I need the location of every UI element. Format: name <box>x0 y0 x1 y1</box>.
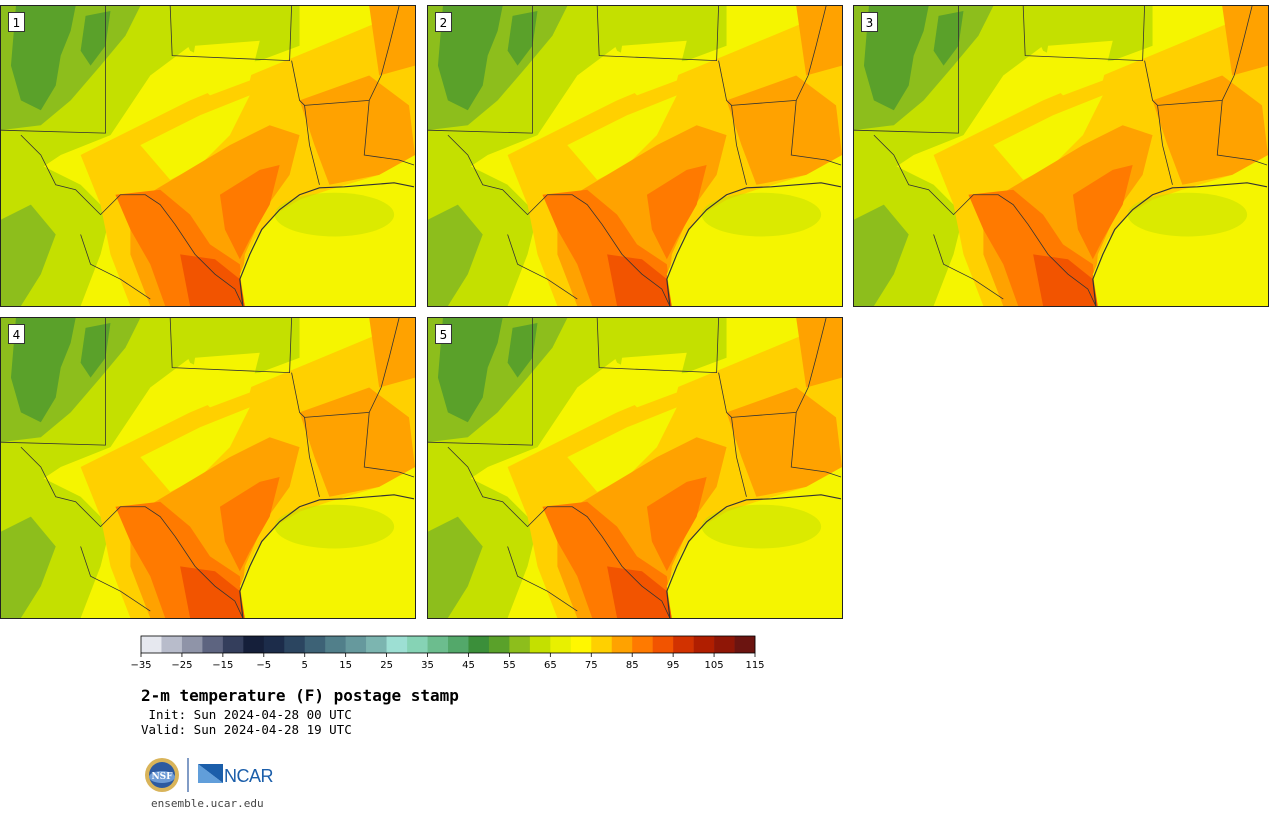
colorbar-swatch <box>202 636 224 653</box>
colorbar-swatch <box>448 636 469 653</box>
colorbar-swatch <box>652 636 674 653</box>
colorbar-tick-label: 35 <box>421 660 434 671</box>
colorbar-swatch <box>386 636 408 653</box>
colorbar-tick-label: −15 <box>212 660 233 671</box>
colorbar-frame <box>140 635 756 654</box>
init-time: Init: Sun 2024-04-28 00 UTC <box>141 707 352 722</box>
temperature-map <box>854 6 1268 306</box>
colorbar-tick-label: 55 <box>503 660 516 671</box>
colorbar-swatch <box>693 636 715 653</box>
temperature-map <box>1 318 415 618</box>
colorbar-swatch <box>673 636 694 653</box>
colorbar-swatch <box>263 636 285 653</box>
colorbar-tick-label: −35 <box>130 660 151 671</box>
nsf-ncar-logos: NSF NCAR <box>145 758 274 792</box>
colorbar-tick-label: 25 <box>380 660 393 671</box>
panel-number-label: 3 <box>861 12 878 32</box>
panel-number-label: 2 <box>435 12 452 32</box>
colorbar-swatch <box>714 636 735 653</box>
map-panel-1: 1 <box>0 5 416 307</box>
colorbar-swatch <box>345 636 367 653</box>
colorbar-swatch <box>468 636 490 653</box>
colorbar-swatch <box>427 636 449 653</box>
colorbar-tick-label: 85 <box>626 660 639 671</box>
website-link[interactable]: ensemble.ucar.edu <box>151 797 264 810</box>
colorbar-swatch <box>570 636 592 653</box>
temperature-map <box>428 6 842 306</box>
colorbar-swatch <box>284 636 306 653</box>
temperature-map <box>428 318 842 618</box>
colorbar-swatch <box>488 636 510 653</box>
valid-time: Valid: Sun 2024-04-28 19 UTC <box>141 722 352 737</box>
panel-number-label: 5 <box>435 324 452 344</box>
colorbar-tick-label: 45 <box>462 660 475 671</box>
colorbar-swatch <box>366 636 387 653</box>
colorbar-tick-label: −5 <box>256 660 271 671</box>
colorbar-swatch <box>243 636 265 653</box>
temperature-map <box>1 6 415 306</box>
colorbar-tick-label: 15 <box>339 660 352 671</box>
ncar-logo-text: NCAR <box>224 766 274 786</box>
ncar-logo: NCAR <box>198 764 274 786</box>
panel-number-label: 1 <box>8 12 25 32</box>
colorbar-swatch <box>141 636 162 653</box>
colorbar-tick-label: 75 <box>585 660 598 671</box>
map-panel-4: 4 <box>0 317 416 619</box>
colorbar-swatch <box>509 636 531 653</box>
colorbar-tick-label: 95 <box>667 660 680 671</box>
colorbar-tick-label: −25 <box>171 660 192 671</box>
colorbar-swatch <box>222 636 244 653</box>
colorbar-swatch <box>550 636 572 653</box>
colorbar-swatch <box>529 636 551 653</box>
colorbar-swatch <box>611 636 633 653</box>
colorbar-tick-label: 65 <box>544 660 557 671</box>
figure-title: 2-m temperature (F) postage stamp <box>141 686 459 705</box>
colorbar-swatch <box>734 636 756 653</box>
map-panel-2: 2 <box>427 5 843 307</box>
colorbar-swatch <box>591 636 613 653</box>
temperature-colorbar: −35 −25 −15 −5 5 15 25 35 45 55 65 75 85 95 105 115 <box>130 635 765 671</box>
colorbar-swatch <box>161 636 183 653</box>
panel-number-label: 4 <box>8 324 25 344</box>
colorbar-tick-label: 5 <box>302 660 308 671</box>
nsf-logo: NSF <box>145 758 179 792</box>
colorbar-tick-label: 115 <box>745 660 764 671</box>
colorbar-swatch <box>325 636 346 653</box>
map-panel-5: 5 <box>427 317 843 619</box>
colorbar-tick-label: 105 <box>705 660 724 671</box>
nsf-logo-text: NSF <box>151 772 173 782</box>
map-panel-3: 3 <box>853 5 1269 307</box>
colorbar-swatch <box>407 636 428 653</box>
colorbar-swatch <box>632 636 653 653</box>
colorbar-swatch <box>304 636 326 653</box>
colorbar-swatch <box>181 636 203 653</box>
